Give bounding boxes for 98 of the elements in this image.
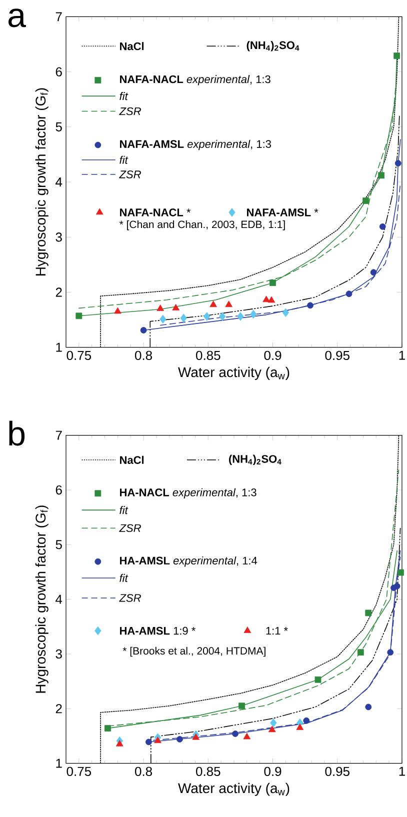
point [250, 310, 257, 319]
x-tick-label: 0.75 [66, 766, 92, 776]
x-tick-label: 0.85 [196, 350, 220, 360]
text: (NH$_{4}$)$_{2}$SO$_{4}$ [229, 454, 282, 466]
y-tick-label: 6 [56, 67, 62, 76]
point [314, 676, 322, 683]
y-tick-label: 1 [56, 758, 62, 768]
point [365, 610, 372, 616]
point [154, 736, 162, 744]
legend-label: ZSR [119, 524, 141, 532]
point [362, 198, 370, 204]
x-axis-title: Water activity (a$_{w}$) [178, 366, 290, 380]
point [156, 304, 164, 311]
point [116, 740, 124, 746]
point [387, 649, 394, 656]
point [397, 569, 404, 576]
point [370, 269, 377, 276]
point [219, 312, 226, 321]
legend-label: fit [120, 574, 128, 582]
point [282, 308, 290, 317]
x-tick-label: 0.85 [196, 766, 220, 776]
point [204, 312, 210, 321]
legend-label: NAFA-NACL* [120, 208, 191, 216]
point [243, 732, 251, 740]
y-tick-label: 5 [56, 540, 62, 550]
point [76, 312, 82, 320]
chart-title: a [8, 8, 26, 28]
y-axis-title: Hygroscopic growth factor (G$_{f}$) [35, 506, 48, 693]
legend-label: ZSR [119, 594, 141, 602]
point [268, 296, 276, 303]
x-tick-label: 0.95 [325, 350, 350, 360]
point [394, 582, 400, 590]
y-tick-label: 7 [56, 12, 62, 22]
legend-label: NaCl [120, 42, 144, 50]
y-tick-label: 7 [56, 430, 62, 440]
point [232, 730, 238, 737]
x-tick-label: 0.9 [264, 766, 282, 776]
legend-label: 1:1 * [266, 627, 288, 635]
legend-label: HA-AMSL 1:9 * [120, 626, 196, 635]
point [225, 300, 232, 308]
point [237, 312, 244, 321]
point [114, 307, 122, 314]
point [378, 172, 385, 179]
legend-label: fit [120, 156, 128, 164]
point [210, 300, 217, 308]
y-tick-label: 3 [56, 649, 62, 659]
point [394, 52, 400, 60]
legend-label: ZSR [119, 107, 141, 116]
point [176, 736, 183, 742]
y-axis-title: Hygroscopic growth factor (G$_{f}$) [35, 88, 48, 276]
x-axis-title: Water activity (a$_{w}$) [178, 782, 290, 796]
y-tick-label: 3 [56, 232, 62, 242]
legend-label: NaCl [120, 456, 144, 464]
legend-label: fit [120, 92, 128, 100]
point [365, 704, 372, 710]
legend-label: NAFA-AMSL* [247, 208, 318, 216]
point [270, 280, 276, 286]
y-tick-label: 4 [56, 594, 62, 604]
legend-label: fit [120, 506, 128, 514]
point [140, 327, 147, 334]
point [268, 726, 276, 732]
point [192, 733, 200, 740]
annotation: * [Brooks et al., 2004, HTDMA] [122, 646, 266, 657]
x-tick-label: 0.9 [264, 350, 282, 360]
point [172, 304, 180, 310]
x-tick-label: 1 [399, 350, 405, 360]
point [270, 718, 277, 728]
point [303, 717, 310, 724]
legend-label: NAFA-NACL experimental, 1:3 [120, 75, 270, 86]
y-tick-label: 6 [56, 485, 62, 495]
point [262, 296, 270, 302]
legend-label: HA-NACL experimental, 1:3 [120, 488, 256, 498]
y-tick-label: 2 [56, 288, 62, 297]
x-tick-label: 0.8 [135, 766, 152, 776]
x-tick-label: 1 [399, 766, 405, 776]
y-tick-label: 4 [56, 178, 62, 186]
point [357, 649, 364, 656]
chart-title: b [9, 420, 25, 446]
point [104, 725, 111, 732]
point [296, 724, 304, 730]
point [146, 738, 152, 746]
point [346, 290, 352, 298]
y-tick-label: 5 [56, 122, 62, 132]
point [238, 702, 245, 710]
point [379, 223, 386, 230]
y-tick-label: 2 [56, 704, 62, 714]
legend-label: HA-AMSL experimental, 1:4 [120, 556, 258, 567]
text: (NH$_{4}$)$_{2}$SO$_{4}$ [246, 41, 300, 52]
annotation: * [Chan and Chan., 2003, EDB, 1:1] [119, 220, 285, 230]
x-tick-label: 0.8 [135, 350, 152, 360]
point [160, 314, 166, 324]
legend-label: NAFA-AMSL experimental, 1:3 [120, 140, 271, 150]
x-tick-label: 0.95 [325, 766, 350, 776]
x-tick-label: 0.75 [66, 350, 92, 360]
point [307, 302, 314, 309]
y-tick-label: 1 [56, 342, 62, 352]
point [180, 314, 187, 322]
legend-label: ZSR [119, 170, 141, 178]
